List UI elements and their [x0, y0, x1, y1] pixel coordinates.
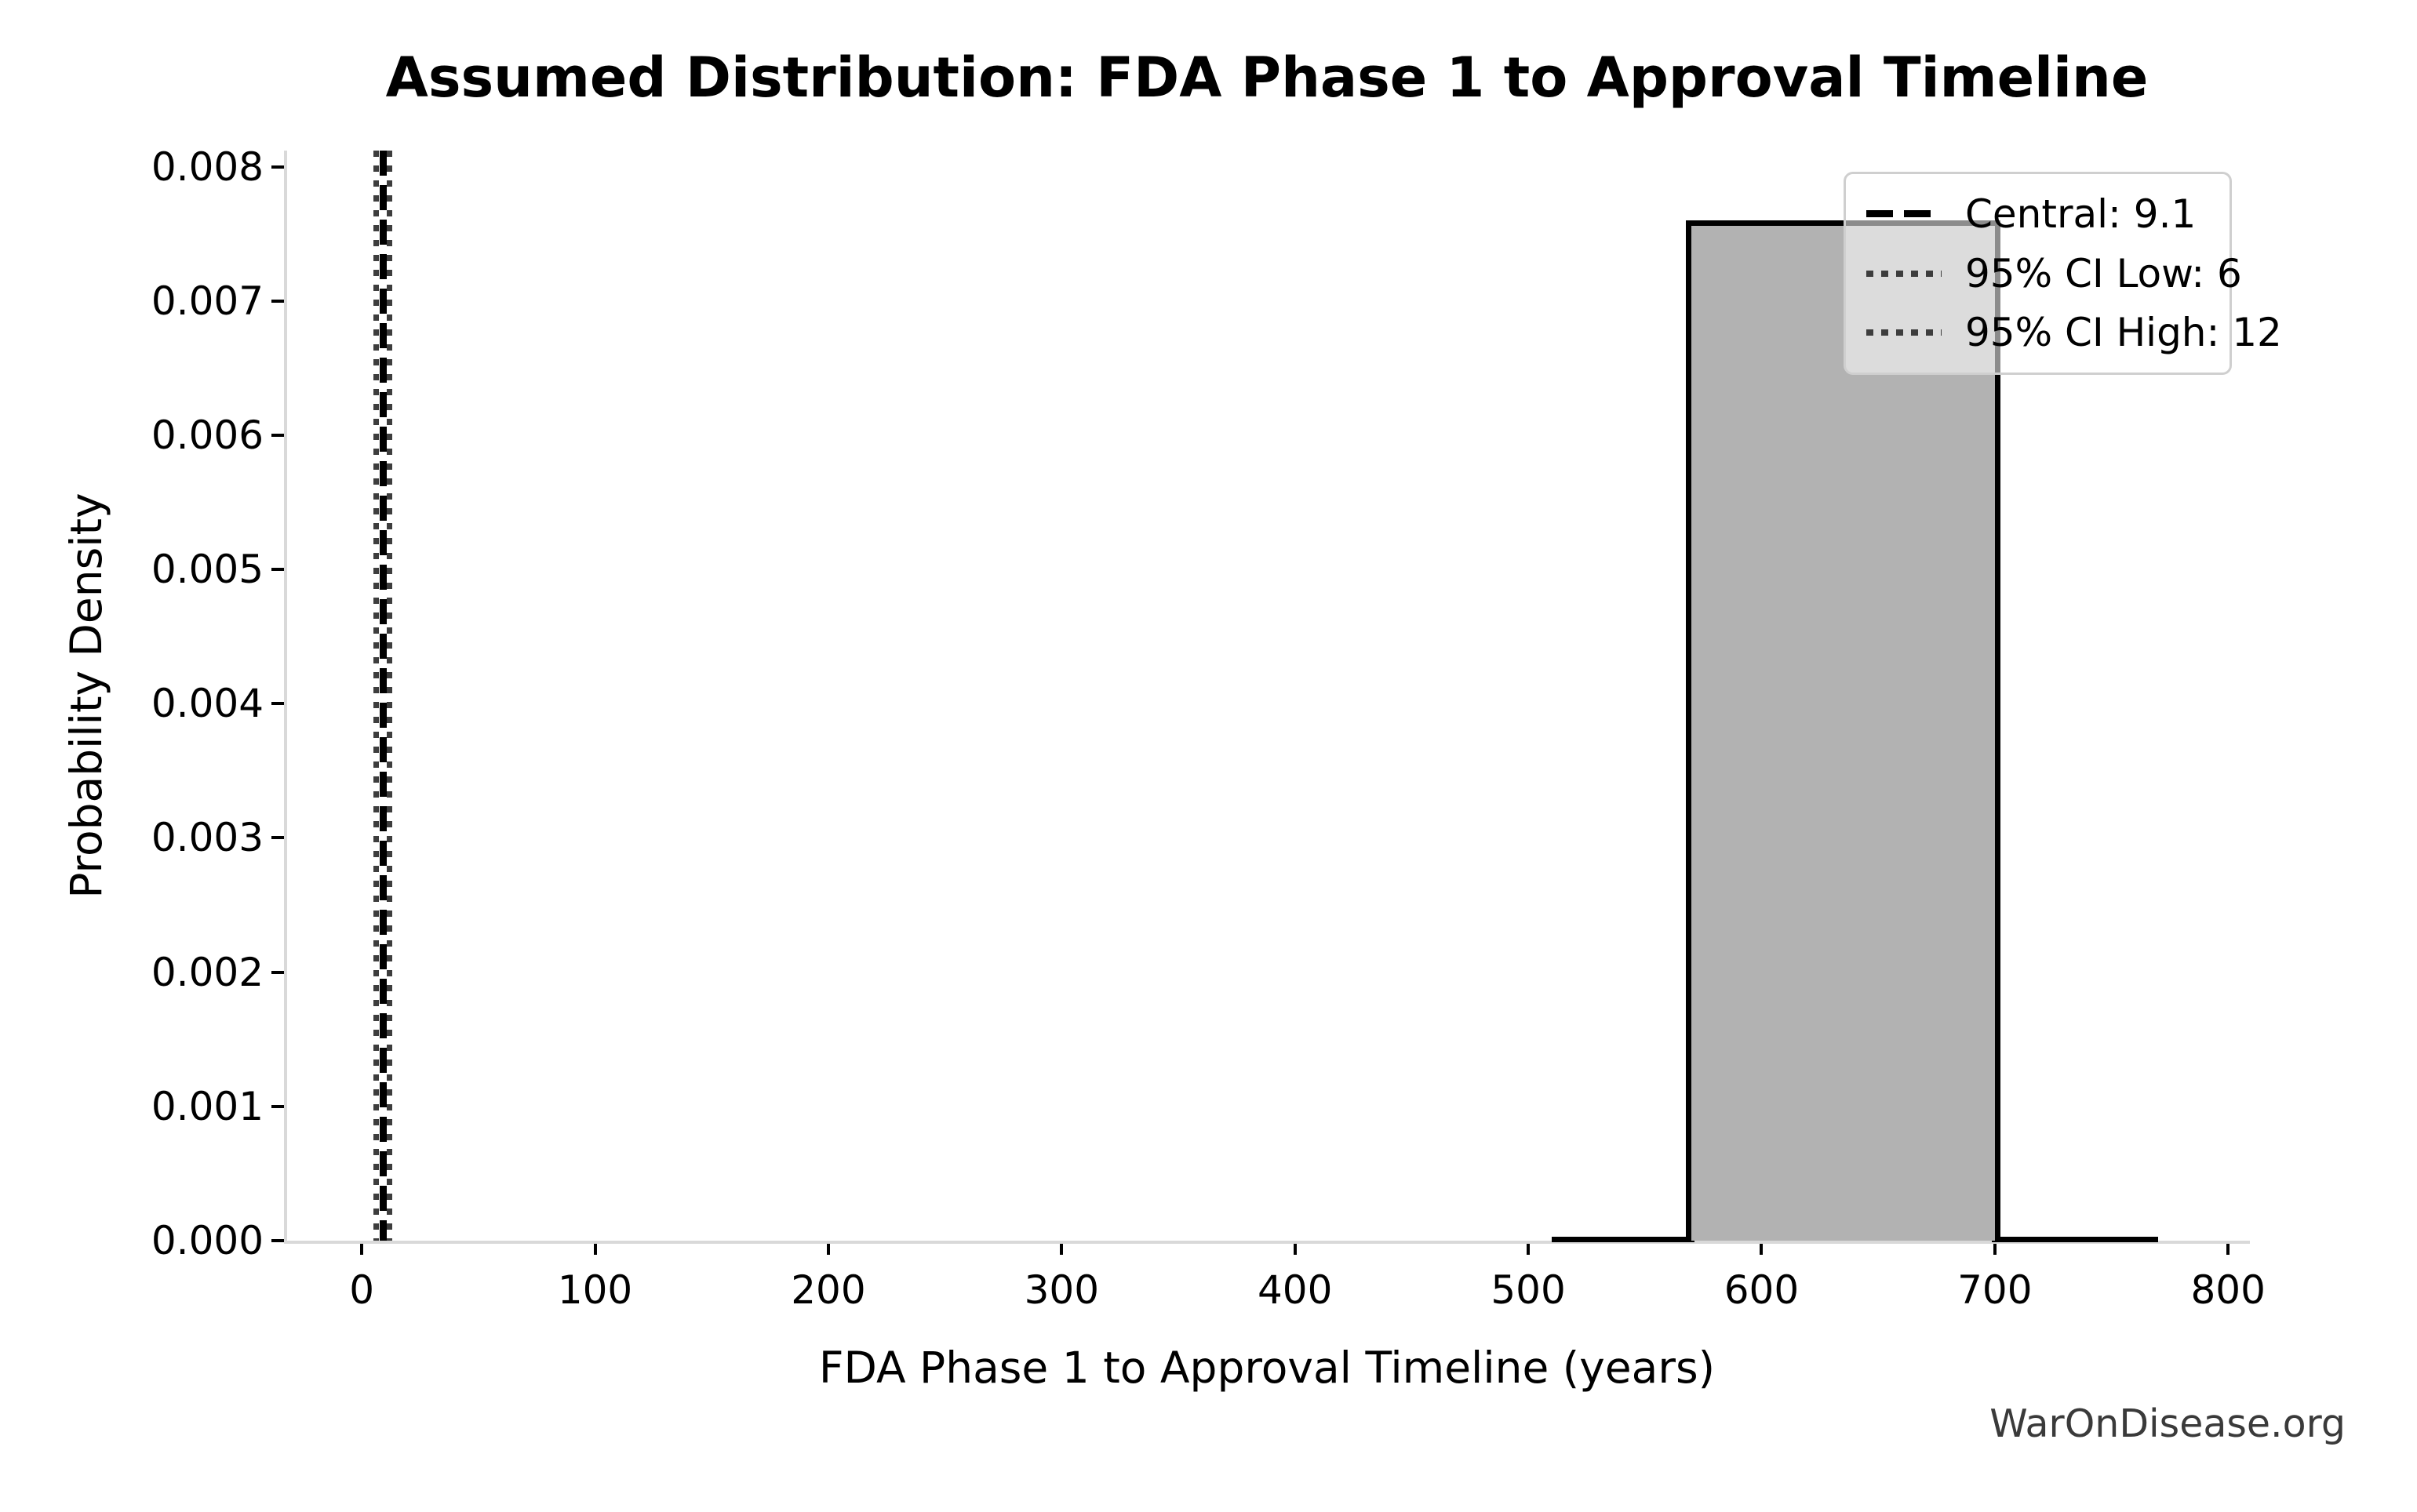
y-tick-mark [271, 1104, 284, 1108]
x-tick-mark [2226, 1244, 2230, 1255]
x-tick-label: 500 [1491, 1267, 1566, 1313]
dashed-line-sample-icon [1866, 210, 1942, 218]
y-tick-mark [271, 299, 284, 303]
x-axis-label: FDA Phase 1 to Approval Timeline (years) [818, 1343, 1716, 1393]
x-tick-mark [1293, 1244, 1297, 1255]
y-axis-spine [284, 151, 287, 1244]
central-vline [379, 151, 387, 1241]
x-tick-label: 300 [1024, 1267, 1100, 1313]
chart-title: Assumed Distribution: FDA Phase 1 to App… [385, 45, 2149, 110]
legend-entry-ci-low: 95% CI Low: 6 [1866, 251, 2242, 296]
x-axis-spine [284, 1241, 2250, 1244]
watermark: WarOnDisease.org [1989, 1401, 2346, 1446]
x-tick-label: 200 [791, 1267, 866, 1313]
legend-entry-ci-high: 95% CI High: 12 [1866, 310, 2282, 355]
legend-label: Central: 9.1 [1965, 191, 2197, 237]
x-tick-label: 800 [2190, 1267, 2266, 1313]
legend-entry-central: Central: 9.1 [1866, 191, 2215, 237]
y-tick-label: 0.001 [151, 1083, 264, 1129]
y-tick-label: 0.006 [151, 412, 264, 458]
y-tick-label: 0.008 [151, 144, 264, 190]
legend-label: 95% CI Low: 6 [1965, 250, 2242, 296]
y-tick-label: 0.003 [151, 815, 264, 861]
x-tick-label: 400 [1257, 1267, 1333, 1313]
legend: Central: 9.1 95% CI Low: 6 95% CI High: … [1844, 172, 2282, 375]
x-tick-label: 0 [349, 1267, 375, 1313]
x-tick-label: 100 [557, 1267, 633, 1313]
y-tick-mark [271, 970, 284, 974]
y-tick-label: 0.000 [151, 1218, 264, 1263]
y-tick-mark [271, 433, 284, 437]
y-tick-mark [271, 568, 284, 572]
x-tick-mark [1760, 1244, 1764, 1255]
density-baseline [1551, 1237, 1695, 1242]
x-tick-mark [826, 1244, 830, 1255]
dotted-line-sample-icon [1866, 270, 1942, 277]
x-tick-mark [360, 1244, 364, 1255]
y-tick-label: 0.002 [151, 949, 264, 995]
y-tick-mark [271, 702, 284, 706]
x-tick-mark [1060, 1244, 1064, 1255]
ci-vline [373, 151, 379, 1241]
x-tick-label: 600 [1724, 1267, 1800, 1313]
y-tick-label: 0.007 [151, 278, 264, 324]
dotted-line-sample-icon [1866, 329, 1942, 336]
y-tick-mark [271, 836, 284, 840]
x-tick-label: 700 [1957, 1267, 2033, 1313]
ci-vline [387, 151, 393, 1241]
x-tick-mark [1527, 1244, 1531, 1255]
y-tick-label: 0.005 [151, 547, 264, 593]
density-baseline [1991, 1237, 2158, 1242]
histogram-bar [1686, 220, 2000, 1241]
y-tick-mark [271, 1239, 284, 1242]
y-tick-mark [271, 165, 284, 169]
x-tick-mark [1993, 1244, 1997, 1255]
legend-label: 95% CI High: 12 [1965, 310, 2282, 356]
x-tick-mark [593, 1244, 597, 1255]
y-tick-label: 0.004 [151, 681, 264, 727]
